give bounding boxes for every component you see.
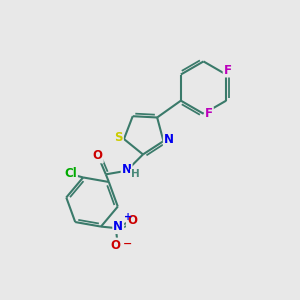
Text: H: H xyxy=(130,169,139,179)
Text: Cl: Cl xyxy=(64,167,77,180)
Text: +: + xyxy=(124,212,132,222)
Text: O: O xyxy=(93,149,103,162)
Text: O: O xyxy=(111,238,121,251)
Text: −: − xyxy=(123,239,132,249)
Text: N: N xyxy=(122,163,132,176)
Text: N: N xyxy=(113,220,123,233)
Text: S: S xyxy=(114,131,123,144)
Text: O: O xyxy=(127,214,137,227)
Text: F: F xyxy=(205,107,213,120)
Text: F: F xyxy=(224,64,232,76)
Text: N: N xyxy=(164,133,174,146)
